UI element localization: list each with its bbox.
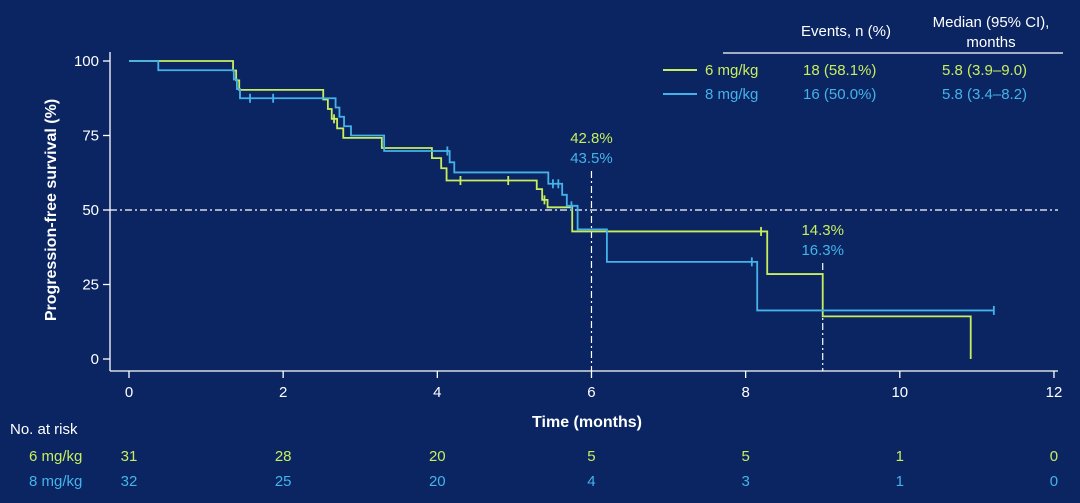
legend-header-events: Events, n (%): [801, 23, 891, 40]
landmark-label-8-mg-kg: 16.3%: [801, 242, 844, 259]
at-risk-row-label-6-mg-kg: 6 mg/kg: [29, 448, 82, 465]
legend: Events, n (%) Median (95% CI), months 6 …: [663, 14, 1063, 103]
y-tick-label: 25: [82, 277, 99, 294]
x-tick-label: 4: [433, 384, 441, 401]
legend-median-value: 5.8 (3.9–9.0): [942, 62, 1027, 79]
reference-lines: [110, 171, 1058, 371]
at-risk-value-6-mg-kg: 20: [429, 448, 446, 465]
at-risk-value-8-mg-kg: 1: [896, 473, 904, 490]
at-risk-value-8-mg-kg: 0: [1050, 473, 1058, 490]
x-tick-label: 2: [279, 384, 287, 401]
legend-row-6-mg-kg: 6 mg/kg 18 (58.1%) 5.8 (3.9–9.0): [663, 62, 1027, 79]
number-at-risk-table: No. at risk 6 mg/kg 8 mg/kg 31 28 20 5 5 1 032…: [10, 421, 1058, 490]
at-risk-value-8-mg-kg: 32: [121, 473, 138, 490]
x-tick-label: 0: [125, 384, 133, 401]
curve-8-mg-kg: [129, 60, 994, 312]
y-axis-label: Progression-free survival (%): [43, 99, 60, 321]
x-tick-label: 12: [1046, 384, 1063, 401]
x-tick-label: 8: [741, 384, 749, 401]
legend-median-value: 5.8 (3.4–8.2): [942, 86, 1027, 103]
at-risk-value-6-mg-kg: 1: [896, 448, 904, 465]
legend-series-name: 6 mg/kg: [705, 62, 758, 79]
at-risk-values: 31 28 20 5 5 1 032 25 20 4 3 1 0: [121, 448, 1058, 490]
at-risk-value-6-mg-kg: 31: [121, 448, 138, 465]
x-tick-label: 10: [891, 384, 908, 401]
y-tick-label: 75: [82, 128, 99, 145]
landmark-label-6-mg-kg: 42.8%: [570, 130, 613, 147]
x-tick-label: 6: [587, 384, 595, 401]
curve-6-mg-kg: [129, 60, 972, 359]
y-tick-label: 50: [82, 202, 99, 219]
x-axis-label: Time (months): [532, 414, 642, 431]
axes: 0 25 50 75 100 0 2 4 6 8 10 12: [74, 52, 1062, 401]
at-risk-value-6-mg-kg: 5: [741, 448, 749, 465]
at-risk-value-6-mg-kg: 5: [587, 448, 595, 465]
at-risk-title: No. at risk: [10, 421, 78, 438]
survival-curves: [129, 60, 995, 359]
legend-header-median-unit: months: [966, 34, 1015, 51]
at-risk-value-6-mg-kg: 28: [275, 448, 292, 465]
legend-series-name: 8 mg/kg: [705, 86, 758, 103]
legend-events-value: 18 (58.1%): [803, 62, 876, 79]
at-risk-value-8-mg-kg: 20: [429, 473, 446, 490]
legend-row-8-mg-kg: 8 mg/kg 16 (50.0%) 5.8 (3.4–8.2): [663, 86, 1027, 103]
legend-header-median: Median (95% CI),: [933, 14, 1050, 31]
landmark-label-6-mg-kg: 14.3%: [801, 222, 844, 239]
y-tick-label: 100: [74, 53, 99, 70]
at-risk-value-8-mg-kg: 4: [587, 473, 595, 490]
at-risk-value-8-mg-kg: 3: [741, 473, 749, 490]
annotations: 42.8% 43.5% 14.3% 16.3%: [570, 130, 844, 259]
at-risk-value-6-mg-kg: 0: [1050, 448, 1058, 465]
y-tick-label: 0: [91, 351, 99, 368]
landmark-label-8-mg-kg: 43.5%: [570, 150, 613, 167]
at-risk-value-8-mg-kg: 25: [275, 473, 292, 490]
at-risk-row-label-8-mg-kg: 8 mg/kg: [29, 473, 82, 490]
legend-events-value: 16 (50.0%): [803, 86, 876, 103]
